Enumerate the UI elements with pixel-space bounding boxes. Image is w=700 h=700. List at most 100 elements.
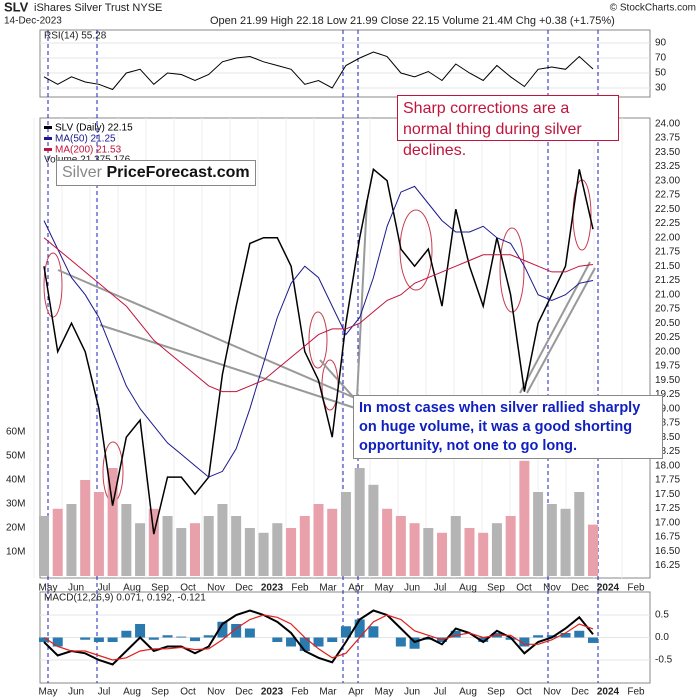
x-tick-label: 2023: [261, 583, 284, 594]
y-tick-label: 20.75: [655, 304, 680, 315]
quote: Open 21.99 High 22.18 Low 21.99 Close 22…: [210, 15, 615, 27]
series-line: [43, 614, 594, 661]
volume-bar: [39, 516, 49, 576]
volume-bar: [52, 508, 63, 576]
y-tick-label: 23.50: [655, 147, 680, 158]
x-tick-label: Sep: [151, 583, 169, 594]
series-line: [43, 609, 594, 666]
legend-swatch: [44, 137, 52, 140]
y-tick-label: 20M: [6, 523, 25, 534]
volume-bar: [189, 523, 200, 576]
x-tick-label: May: [375, 583, 394, 594]
volume-bar: [491, 523, 502, 576]
legend-entry: MA(50) 21.25: [55, 134, 116, 145]
y-tick-label: 17.25: [655, 503, 680, 514]
x-tick-label: Apr: [348, 687, 364, 698]
x-tick-label: Aug: [123, 687, 141, 698]
legend-swatch: [44, 126, 52, 129]
volume-bar: [340, 492, 351, 576]
volume-bar: [135, 523, 146, 576]
histogram-bar: [93, 637, 104, 642]
volume-bar: [574, 492, 585, 576]
corrections-note: Sharp corrections are a normal thing dur…: [397, 95, 619, 159]
histogram-bar: [176, 636, 187, 638]
volume-bar: [395, 516, 406, 576]
y-tick-label: 0.5: [655, 610, 669, 621]
y-tick-label: 90: [655, 38, 667, 49]
x-tick-label: Sep: [487, 583, 505, 594]
volume-bar: [176, 528, 187, 576]
histogram-bar: [135, 624, 146, 638]
histogram-bar: [162, 635, 173, 638]
y-tick-label: 21.75: [655, 247, 680, 258]
histogram-bar: [313, 637, 324, 647]
y-tick-label: 17.50: [655, 489, 680, 500]
x-tick-label: Oct: [516, 583, 532, 594]
y-tick-label: 18.25: [655, 446, 680, 457]
x-tick-label: Feb: [627, 687, 645, 698]
y-tick-label: 19.00: [655, 403, 680, 414]
histogram-bar: [121, 630, 132, 638]
volume-bar: [121, 504, 132, 576]
y-tick-label: 60M: [6, 427, 25, 438]
volume-bar: [588, 524, 598, 576]
histogram-bar: [299, 637, 310, 651]
y-tick-label: 30M: [6, 499, 25, 510]
x-tick-label: Oct: [516, 687, 532, 698]
histogram-bar: [368, 626, 379, 638]
rsi-label: RSI(14) 55.28: [44, 31, 107, 42]
volume-bar: [409, 523, 420, 576]
series-line: [43, 237, 594, 393]
histogram-bar: [189, 637, 200, 642]
volume-bar: [382, 508, 393, 576]
y-tick-label: 20.25: [655, 332, 680, 343]
y-tick-label: 50M: [6, 451, 25, 462]
series-line: [43, 167, 594, 535]
y-tick-label: 18.75: [655, 418, 680, 429]
histogram-bar: [533, 635, 544, 638]
symbol: SLV: [4, 0, 29, 14]
x-tick-label: May: [39, 687, 58, 698]
volume-bar: [244, 528, 255, 576]
histogram-bar: [231, 624, 242, 638]
volume-bar: [231, 516, 242, 576]
histogram-bar: [286, 637, 297, 647]
x-tick-label: May: [375, 687, 394, 698]
x-tick-label: Jun: [68, 687, 84, 698]
histogram-bar: [272, 637, 283, 642]
y-tick-label: 20.00: [655, 346, 680, 357]
x-tick-label: Oct: [180, 583, 196, 594]
volume-bar: [464, 528, 475, 576]
y-tick-label: 17.00: [655, 517, 680, 528]
y-tick-label: 70: [655, 53, 667, 64]
legend-entry: MA(200) 21.53: [55, 145, 122, 156]
histogram-bar: [423, 637, 434, 640]
volume-bar: [450, 516, 461, 576]
rsi-panel: [39, 29, 651, 98]
volume-bar: [368, 484, 379, 576]
volume-bar: [560, 508, 571, 576]
histogram-bar: [327, 637, 338, 642]
histogram-bar: [80, 637, 91, 640]
x-tick-label: Mar: [319, 583, 337, 594]
y-tick-label: 23.75: [655, 133, 680, 144]
volume-bar: [423, 528, 434, 576]
x-tick-label: Dec: [235, 687, 253, 698]
y-tick-label: 23.25: [655, 161, 680, 172]
volume-bar: [272, 523, 283, 576]
y-tick-label: 16.25: [655, 560, 680, 571]
volume-bar: [299, 516, 310, 576]
y-tick-label: 22.75: [655, 190, 680, 201]
x-tick-label: Feb: [627, 583, 645, 594]
volume-bar: [258, 532, 269, 576]
histogram-bar: [519, 637, 530, 647]
histogram-bar: [52, 637, 63, 647]
y-tick-label: 23.00: [655, 175, 680, 186]
y-tick-label: 21.00: [655, 289, 680, 300]
series-line: [43, 51, 594, 91]
histogram-bar: [107, 637, 118, 642]
volume-bar: [217, 504, 228, 576]
volume-bar: [80, 480, 91, 576]
x-tick-label: 2024: [597, 687, 620, 698]
histogram-bar: [39, 637, 49, 642]
